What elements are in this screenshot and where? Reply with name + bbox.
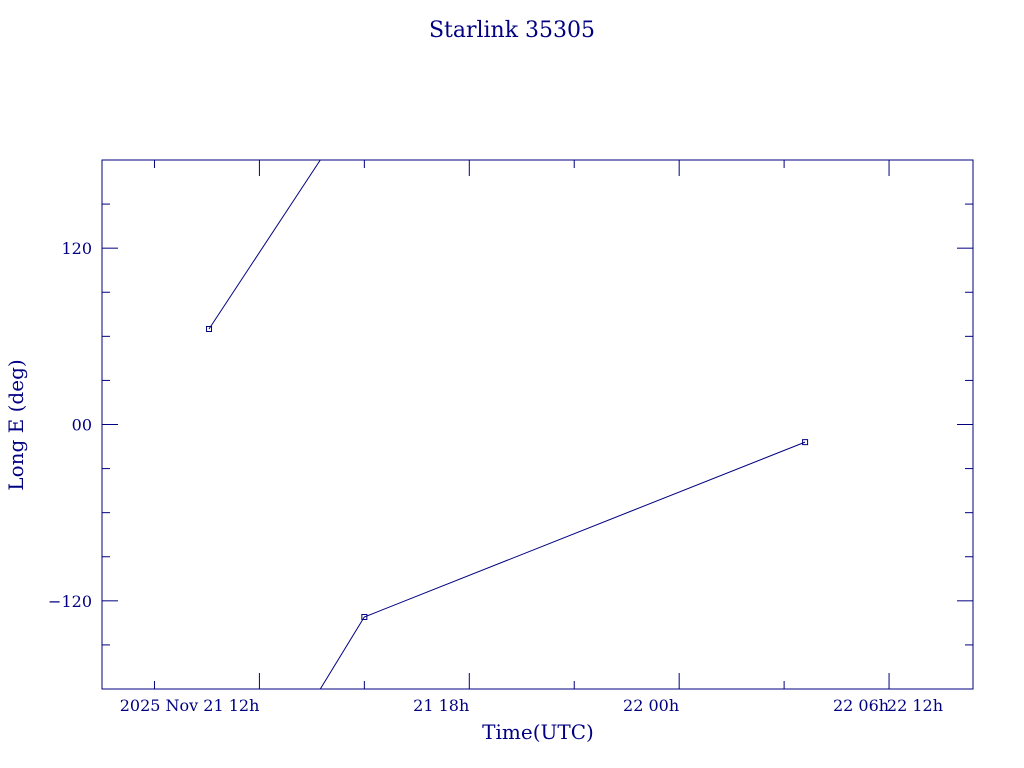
series-line-2 — [319, 441, 806, 690]
x-tick-label: 22 06h — [833, 696, 889, 715]
x-axis-label: Time(UTC) — [482, 720, 594, 744]
data-point-marker — [361, 613, 368, 620]
data-point-marker — [802, 439, 809, 446]
x-tick-label: 2025 Nov 21 12h — [120, 696, 260, 715]
series-line-1 — [208, 159, 321, 330]
y-tick-label: 120 — [61, 239, 92, 258]
plot-frame — [101, 159, 974, 690]
y-tick-label: −120 — [48, 592, 92, 611]
y-axis: 120 00 −120 — [48, 159, 973, 690]
data-point-marker — [206, 325, 213, 332]
series-layer — [206, 159, 809, 690]
x-tick-label: 22 12h — [887, 696, 943, 715]
y-axis-label: Long E (deg) — [4, 359, 28, 490]
x-tick-label: 21 18h — [413, 696, 469, 715]
chart-title: Starlink 35305 — [429, 18, 595, 43]
y-tick-label: 00 — [72, 416, 92, 435]
x-tick-label: 22 00h — [623, 696, 679, 715]
